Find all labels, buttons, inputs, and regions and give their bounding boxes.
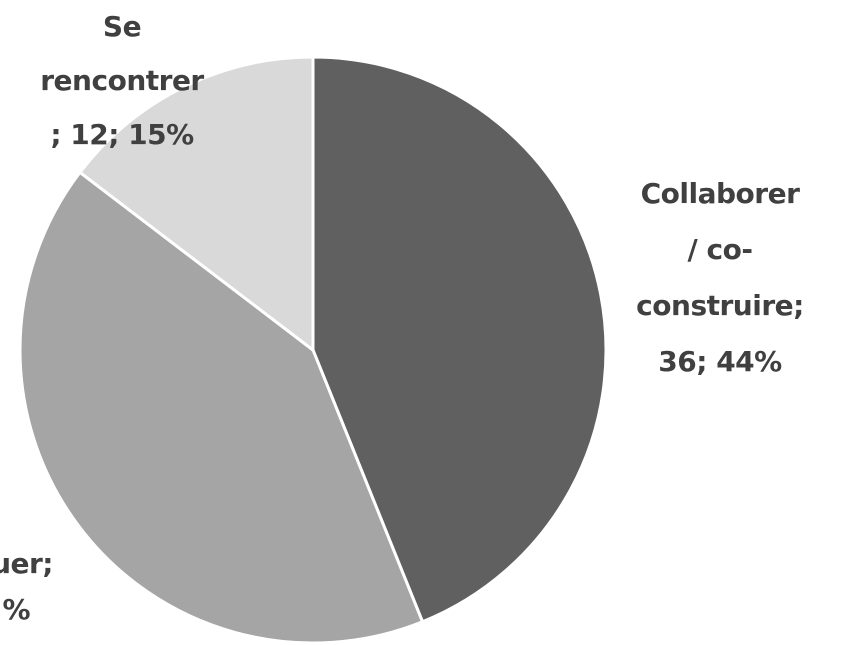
data-label: ; 12; 15% xyxy=(50,118,194,151)
pie-slice xyxy=(18,170,425,645)
data-label: uer; xyxy=(0,547,53,580)
data-label: Collaborer xyxy=(641,177,800,210)
data-label: construire; xyxy=(636,289,804,322)
data-label: Se xyxy=(103,10,141,43)
pie-slice xyxy=(311,55,608,624)
data-label: % xyxy=(2,593,30,626)
data-label: / co- xyxy=(688,233,753,266)
data-label: 36; 44% xyxy=(658,345,782,378)
pie-slice xyxy=(77,55,315,354)
data-label: rencontrer xyxy=(40,64,204,97)
